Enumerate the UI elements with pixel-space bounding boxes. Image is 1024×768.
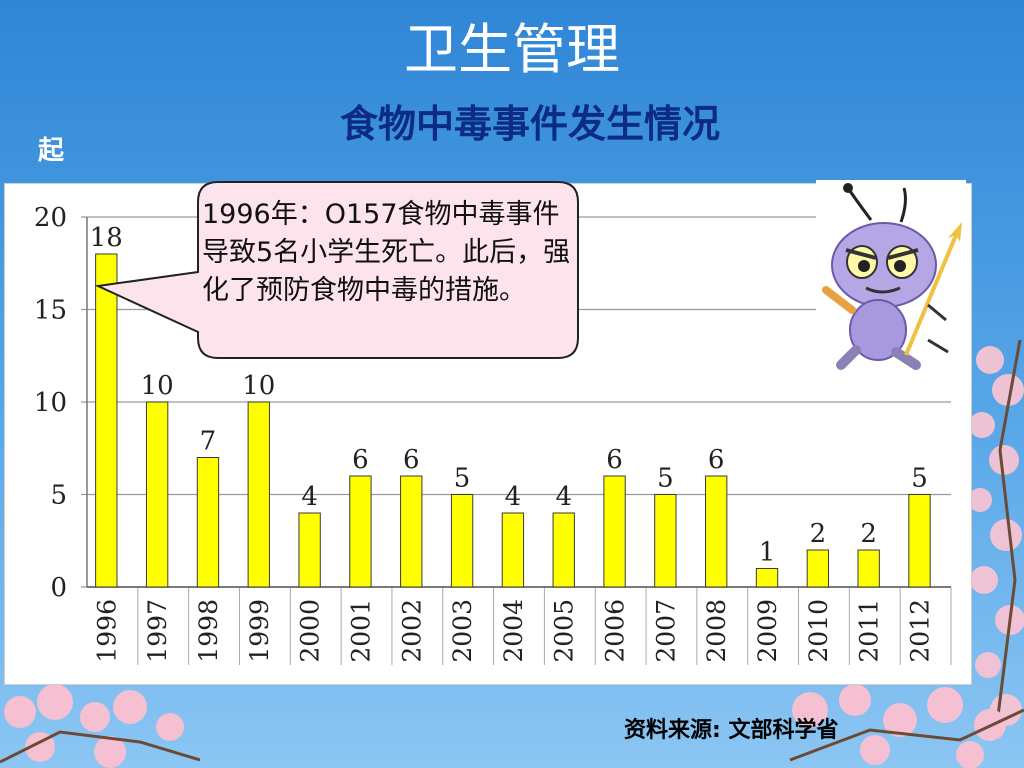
x-tick-label: 1999 xyxy=(245,599,274,663)
x-tick-label: 2008 xyxy=(702,599,731,663)
data-label: 6 xyxy=(352,445,369,475)
bar xyxy=(400,475,423,588)
bar xyxy=(298,512,321,588)
bar xyxy=(349,475,372,588)
cherry-blossom-icon xyxy=(0,684,200,768)
x-tick-label: 2012 xyxy=(905,599,934,663)
data-label: 6 xyxy=(606,445,623,475)
data-label: 2 xyxy=(860,519,877,549)
x-tick-label: 1997 xyxy=(143,599,172,663)
x-tick-label: 2006 xyxy=(601,599,630,663)
bar xyxy=(908,494,931,588)
data-label: 6 xyxy=(403,445,420,475)
bar xyxy=(145,401,169,588)
data-label: 18 xyxy=(90,223,123,253)
corner-label: 起 xyxy=(38,136,65,166)
data-label: 10 xyxy=(242,371,275,401)
x-tick-label: 2001 xyxy=(346,599,375,663)
x-tick-label: 2011 xyxy=(855,599,884,663)
x-tick-label: 2007 xyxy=(651,599,680,663)
slide-title: 卫生管理 xyxy=(404,18,620,81)
bar xyxy=(552,512,575,588)
data-label: 6 xyxy=(708,445,725,475)
bar xyxy=(95,253,118,588)
data-label: 4 xyxy=(555,482,572,512)
data-label: 4 xyxy=(301,482,318,512)
bar xyxy=(654,494,677,588)
data-label: 4 xyxy=(505,482,522,512)
purple-ant-mascot-icon xyxy=(822,183,962,370)
data-label: 1 xyxy=(759,538,776,568)
y-tick-label: 5 xyxy=(50,481,67,511)
data-label: 2 xyxy=(810,519,827,549)
x-tick-label: 2009 xyxy=(753,599,782,663)
data-label: 5 xyxy=(454,464,471,494)
y-tick-label: 15 xyxy=(34,296,67,326)
data-label: 7 xyxy=(200,427,217,457)
y-tick-label: 0 xyxy=(50,573,67,603)
bar xyxy=(705,475,728,588)
bar xyxy=(857,549,880,588)
slide-subtitle: 食物中毒事件发生情况 xyxy=(339,102,720,146)
bar xyxy=(450,494,474,588)
x-tick-label: 2010 xyxy=(804,599,833,663)
source-note: 资料来源: 文部科学省 xyxy=(624,718,839,743)
x-tick-label: 2000 xyxy=(296,599,325,663)
data-label: 10 xyxy=(141,371,174,401)
x-tick-label: 1998 xyxy=(194,599,223,663)
x-tick-label: 2004 xyxy=(499,599,528,663)
bar xyxy=(755,568,779,588)
bar xyxy=(247,401,270,588)
data-label: 5 xyxy=(657,464,674,494)
callout-text: 1996年：O157食物中毒事件导致5名小学生死亡。此后，强化了预防食物中毒的措… xyxy=(202,199,571,306)
y-tick-label: 20 xyxy=(34,203,67,233)
bar xyxy=(603,475,626,588)
x-tick-label: 2002 xyxy=(397,599,426,663)
bar xyxy=(196,457,220,588)
x-tick-label: 2003 xyxy=(448,599,477,663)
mascot xyxy=(816,180,966,375)
data-label: 5 xyxy=(911,464,928,494)
x-tick-label: 1996 xyxy=(92,599,121,663)
y-tick-label: 10 xyxy=(34,388,67,418)
bar xyxy=(806,549,830,588)
bar xyxy=(501,512,525,588)
x-tick-label: 2005 xyxy=(550,599,579,663)
